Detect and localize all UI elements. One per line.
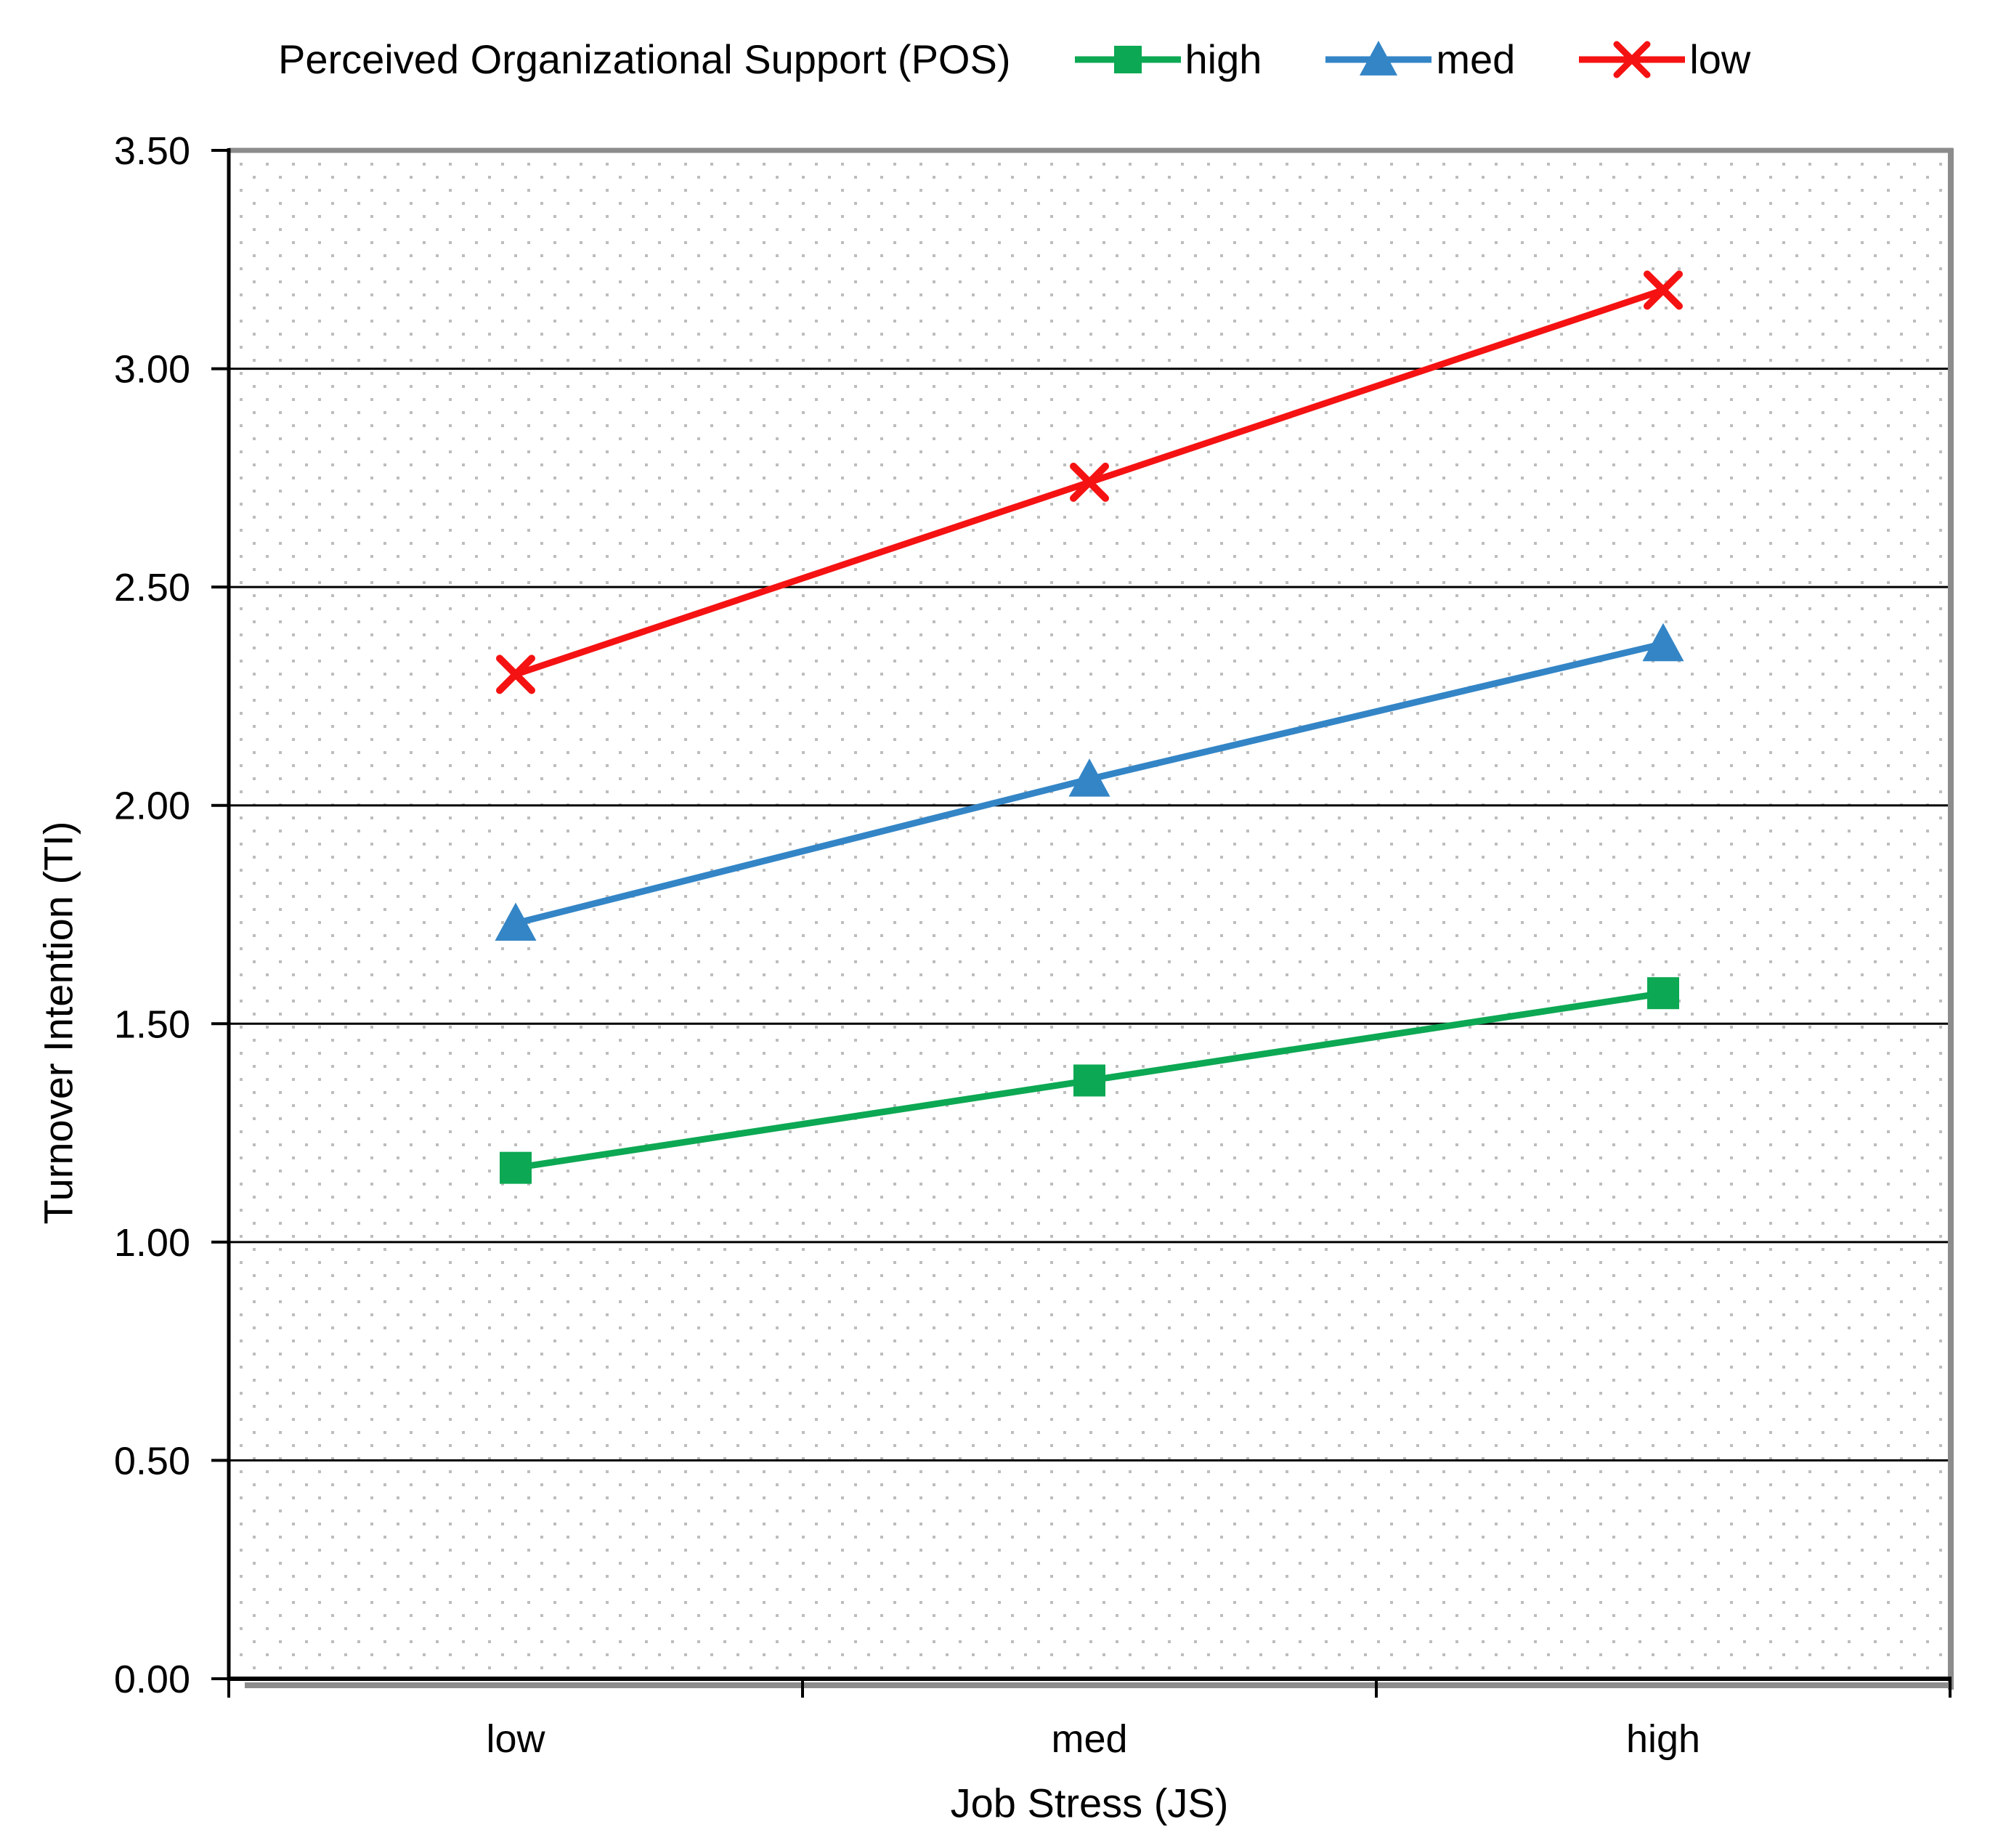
marker-triangle	[495, 902, 537, 941]
marker-x	[1644, 270, 1683, 310]
series-low	[496, 270, 1683, 694]
y-tick-label: 0.00	[114, 1658, 190, 1701]
y-tick-label: 1.00	[114, 1221, 190, 1265]
marker-triangle	[1360, 40, 1398, 76]
marker-square	[1073, 1064, 1105, 1097]
marker-x	[1613, 41, 1651, 78]
y-tick-label: 3.50	[114, 129, 190, 173]
plot-dots	[229, 150, 1950, 1679]
marker-triangle	[1642, 623, 1684, 662]
y-tick-label: 3.00	[114, 348, 190, 392]
gridlines	[229, 368, 1950, 1462]
x-category-label: high	[1626, 1717, 1700, 1761]
legend-marker-x-icon	[1579, 41, 1686, 78]
y-tick-label: 2.50	[114, 566, 190, 609]
series-high	[500, 977, 1679, 1184]
x-category-label: med	[1051, 1717, 1127, 1761]
marker-square	[500, 1151, 532, 1184]
plot-frame-shadow	[229, 147, 1954, 1690]
x-category-label: low	[486, 1717, 545, 1761]
marker-square	[1113, 46, 1142, 73]
series-med	[495, 623, 1684, 941]
y-tick-label: 1.50	[114, 1002, 190, 1046]
legend-marker-triangle-icon	[1325, 40, 1432, 76]
y-tick-label: 0.50	[114, 1439, 190, 1483]
marker-x	[496, 654, 535, 694]
legend-item-high: high	[1073, 31, 1262, 89]
legend-item-low: low	[1577, 31, 1750, 89]
legend-title: Perceived Organizational Support (POS)	[278, 36, 1011, 82]
y-axis-ticks-labels: 0.00 0.50 1.00 1.50 2.00 2.50 3.00 3.50	[114, 129, 229, 1701]
x-axis-title: Job Stress (JS)	[950, 1780, 1229, 1826]
legend: Perceived Organizational Support (POS) h…	[278, 31, 1750, 89]
legend-item-med: med	[1324, 31, 1515, 89]
marker-triangle	[1068, 758, 1110, 797]
marker-square	[1647, 977, 1679, 1010]
marker-x	[1070, 462, 1109, 502]
legend-label-med: med	[1436, 36, 1516, 82]
axes	[227, 148, 1952, 1681]
legend-label-low: low	[1689, 36, 1751, 82]
x-axis-ticks-labels: low med high	[227, 1679, 1952, 1761]
legend-label-high: high	[1185, 36, 1262, 82]
legend-marker-square-icon	[1074, 46, 1181, 73]
y-tick-label: 2.00	[114, 785, 190, 828]
